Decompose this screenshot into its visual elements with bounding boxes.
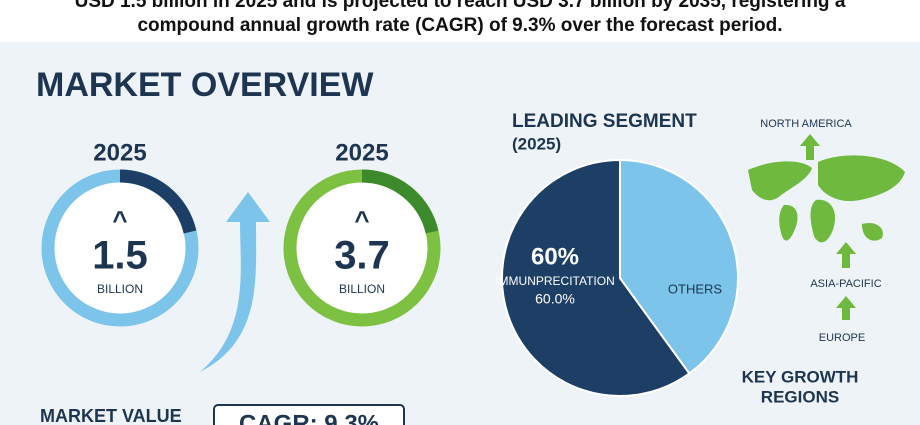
- slice-value-label: 60%: [531, 243, 579, 270]
- region-label: ASIA-PACIFIC: [810, 278, 881, 290]
- map-land: [779, 204, 798, 241]
- ring-arc: [119, 169, 197, 234]
- ring-unit: BILLION: [97, 282, 143, 296]
- ring-value: 3.7: [334, 234, 390, 278]
- chart-title: LEADING SEGMENT: [512, 111, 697, 132]
- ring-arc: [361, 169, 439, 234]
- up-arrow: [836, 242, 856, 268]
- section-title: MARKET OVERVIEW: [36, 66, 374, 104]
- chart-subtitle: (2025): [512, 134, 561, 153]
- ring-value: 1.5: [92, 234, 148, 278]
- slice-label: IMMUNPRECITATION: [495, 274, 615, 288]
- ring-year: 2025: [93, 139, 146, 166]
- pie-slice: [501, 158, 691, 397]
- growth-arrow: [200, 192, 270, 372]
- regions-title: KEY GROWTH: [742, 367, 859, 386]
- ring-unit: BILLION: [339, 282, 385, 296]
- slice-label: OTHERS: [668, 281, 723, 296]
- header-line: compound annual growth rate (CAGR) of 9.…: [137, 15, 782, 36]
- header-line: USD 1.5 billion in 2025 and is projected…: [75, 0, 846, 12]
- pie-slice: [619, 158, 739, 375]
- up-arrow: [800, 134, 820, 160]
- world-map: [748, 155, 905, 243]
- map-land: [810, 199, 836, 243]
- slice-annotation: 60.0%: [535, 291, 575, 307]
- arrows: [800, 134, 856, 320]
- region-label: NORTH AMERICA: [760, 118, 852, 130]
- regions-title: REGIONS: [761, 387, 839, 406]
- up-arrow: [836, 296, 856, 320]
- cagr-box: [213, 404, 405, 425]
- ring-caret: ^: [354, 205, 369, 235]
- header-band: [0, 0, 920, 42]
- market-value-label: MARKET VALUE: [40, 406, 182, 425]
- map-land: [818, 155, 905, 202]
- region-label: EUROPE: [819, 332, 865, 344]
- ring-caret: ^: [112, 205, 127, 235]
- map-land: [748, 161, 812, 201]
- ring-year: 2025: [335, 139, 388, 166]
- pie: 60% IMMUNPRECITATION 60.0% OTHERS: [495, 158, 739, 397]
- map-land: [862, 222, 883, 241]
- cagr-label: CAGR: 9.3%: [239, 410, 379, 425]
